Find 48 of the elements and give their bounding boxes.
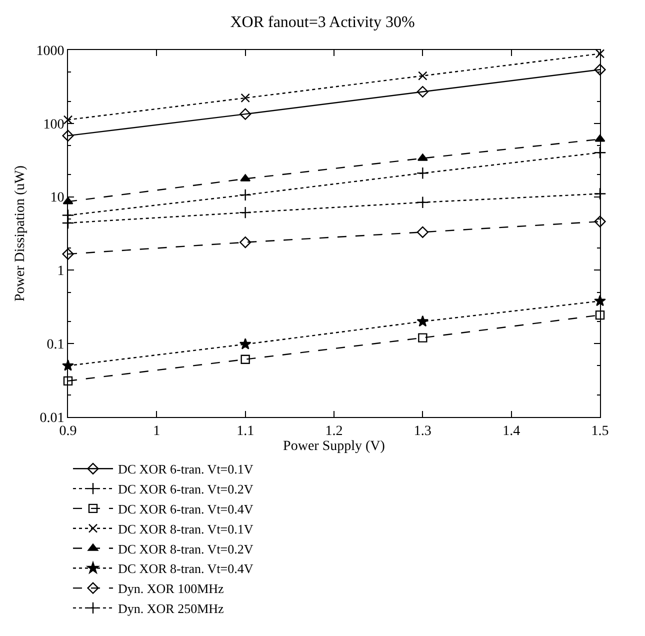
y-tick-label: 10 <box>50 190 64 206</box>
point <box>416 315 429 327</box>
legend-label: DC XOR 8-tran. Vt=0.2V <box>118 541 254 556</box>
x-tick-label: 1.1 <box>236 424 254 439</box>
y-tick-label: 0.01 <box>40 410 64 426</box>
x-tick-label: 1 <box>153 424 160 439</box>
point <box>418 71 428 80</box>
x-tick-label: 1.3 <box>414 424 432 439</box>
point <box>63 115 73 124</box>
point <box>416 226 428 238</box>
legend-label: DC XOR 6-tran. Vt=0.2V <box>118 482 254 497</box>
point <box>239 188 252 202</box>
y-tick-label: 100 <box>43 117 64 132</box>
x-tick-label: 1.4 <box>502 424 520 439</box>
x-tick-label: 1.2 <box>325 424 343 439</box>
point <box>418 333 428 342</box>
y-tick-label: 1000 <box>36 44 64 59</box>
point <box>239 206 252 219</box>
point <box>594 216 606 228</box>
point <box>240 93 250 103</box>
legend-label: DC XOR 6-tran. Vt=0.1V <box>118 462 254 477</box>
point <box>594 146 606 159</box>
point <box>63 376 73 386</box>
point <box>416 166 429 180</box>
point <box>594 64 606 76</box>
x-tick-label: 0.9 <box>59 424 77 439</box>
legend-label: DC XOR 6-tran. Vt=0.4V <box>118 502 254 517</box>
legend-label: Dyn. XOR 250MHz <box>118 601 224 616</box>
point <box>239 338 252 350</box>
point <box>240 108 252 120</box>
point <box>62 130 74 142</box>
point <box>416 86 428 98</box>
y-axis-title: Power Dissipation (uW) <box>12 165 28 302</box>
legend-label: DC XOR 8-tran. Vt=0.1V <box>118 521 254 536</box>
legend-label: DC XOR 8-tran. Vt=0.4V <box>118 561 254 576</box>
y-tick-label: 0.1 <box>46 338 64 352</box>
point <box>62 216 74 230</box>
point <box>416 196 429 209</box>
point <box>240 354 250 364</box>
point <box>595 49 605 58</box>
point <box>595 310 605 320</box>
legend-label: Dyn. XOR 100MHz <box>118 581 224 596</box>
point <box>62 248 74 260</box>
chart-title: XOR fanout=3 Activity 30% <box>230 14 415 32</box>
x-tick-label: 1.5 <box>591 424 609 439</box>
x-axis-title: Power Supply (V) <box>283 439 386 454</box>
y-tick-label: 1 <box>57 264 64 280</box>
point <box>240 236 252 248</box>
